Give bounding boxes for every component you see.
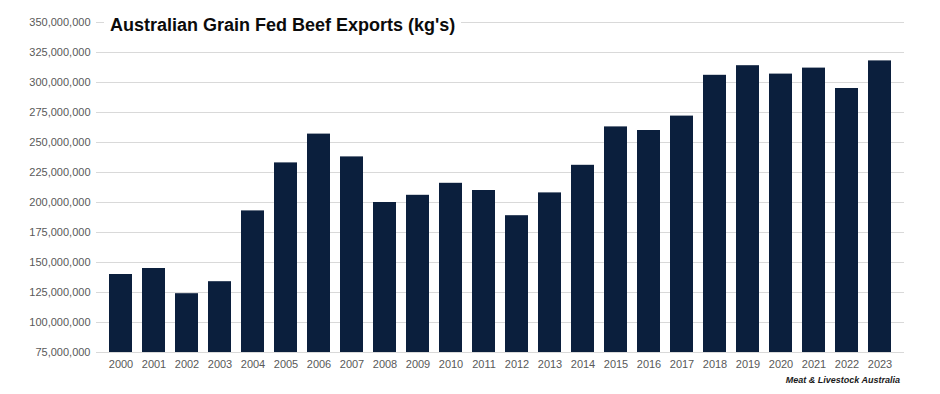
svg-text:175,000,000: 175,000,000 [29, 226, 90, 238]
svg-text:200,000,000: 200,000,000 [29, 196, 90, 208]
svg-text:2006: 2006 [307, 358, 331, 370]
html-text:Meat & Livestock Australia: Meat & Livestock Australia [785, 375, 900, 385]
svg-text:2008: 2008 [373, 358, 397, 370]
svg-text:2007: 2007 [340, 358, 364, 370]
svg-text:100,000,000: 100,000,000 [29, 316, 90, 328]
svg-text:2005: 2005 [274, 358, 298, 370]
svg-text:2020: 2020 [769, 358, 793, 370]
svg-text:325,000,000: 325,000,000 [29, 46, 90, 58]
svg-text:2001: 2001 [142, 358, 166, 370]
svg-text:2011: 2011 [472, 358, 496, 370]
svg-text:2022: 2022 [835, 358, 859, 370]
svg-text:2000: 2000 [109, 358, 133, 370]
svg-text:2013: 2013 [538, 358, 562, 370]
svg-text:2017: 2017 [670, 358, 694, 370]
svg-text:125,000,000: 125,000,000 [29, 286, 90, 298]
svg-text:250,000,000: 250,000,000 [29, 136, 90, 148]
svg-text:75,000,000: 75,000,000 [35, 346, 90, 358]
svg-text:150,000,000: 150,000,000 [29, 256, 90, 268]
svg-text:2010: 2010 [439, 358, 463, 370]
svg-text:2003: 2003 [208, 358, 232, 370]
svg-text:2014: 2014 [571, 358, 595, 370]
svg-text:2012: 2012 [505, 358, 529, 370]
svg-text:350,000,000: 350,000,000 [29, 16, 90, 28]
svg-text:2009: 2009 [406, 358, 430, 370]
svg-text:2019: 2019 [736, 358, 760, 370]
svg-text:2002: 2002 [175, 358, 199, 370]
svg-text:2016: 2016 [637, 358, 661, 370]
svg-text:300,000,000: 300,000,000 [29, 76, 90, 88]
svg-text:225,000,000: 225,000,000 [29, 166, 90, 178]
svg-text:2004: 2004 [241, 358, 265, 370]
svg-text:2023: 2023 [868, 358, 892, 370]
svg-text:2018: 2018 [703, 358, 727, 370]
svg-text:2015: 2015 [604, 358, 628, 370]
html-text:Australian Grain Fed Beef Expo: Australian Grain Fed Beef Exports (kg's) [110, 15, 456, 35]
svg-text:2021: 2021 [802, 358, 826, 370]
svg-text:275,000,000: 275,000,000 [29, 106, 90, 118]
